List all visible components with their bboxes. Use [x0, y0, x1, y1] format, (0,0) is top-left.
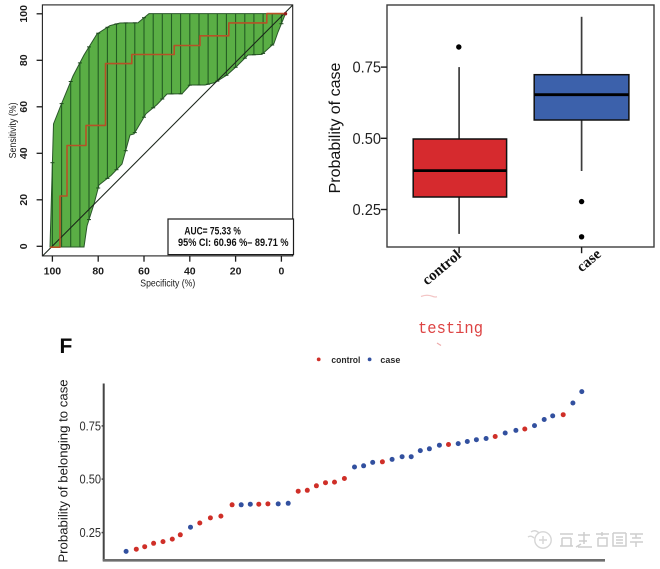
svg-text:0.25: 0.25	[80, 525, 102, 540]
svg-text:95% CI: 60.96 %– 89.71 %: 95% CI: 60.96 %– 89.71 %	[178, 237, 289, 249]
svg-text:20: 20	[230, 265, 242, 277]
svg-text:100: 100	[44, 265, 62, 277]
svg-text:Sensitivity (%): Sensitivity (%)	[8, 102, 19, 158]
svg-text:0: 0	[278, 265, 284, 277]
svg-text:0.25: 0.25	[353, 202, 382, 219]
svg-text:Probability of case: Probability of case	[327, 63, 344, 194]
svg-text:100: 100	[18, 5, 30, 23]
svg-text:0: 0	[18, 243, 30, 249]
svg-text:Probability of belonging to ca: Probability of belonging to case	[56, 379, 71, 562]
svg-text:20: 20	[18, 194, 30, 206]
svg-text:case: case	[380, 355, 400, 366]
svg-text:0.50: 0.50	[80, 472, 102, 487]
svg-text:0.75: 0.75	[353, 60, 382, 77]
svg-text:control: control	[331, 355, 360, 366]
svg-text:40: 40	[184, 265, 196, 277]
svg-text:Specificity (%): Specificity (%)	[140, 279, 195, 290]
svg-text:80: 80	[92, 265, 104, 277]
svg-text:testing: testing	[418, 319, 483, 338]
svg-text:40: 40	[18, 147, 30, 159]
svg-text:60: 60	[18, 101, 30, 113]
svg-text:AUC= 75.33 %: AUC= 75.33 %	[184, 225, 241, 237]
svg-text:0.75: 0.75	[80, 418, 102, 433]
svg-text:60: 60	[138, 265, 150, 277]
svg-text:80: 80	[18, 54, 30, 66]
svg-text:0.50: 0.50	[353, 131, 382, 148]
svg-text:F: F	[60, 335, 73, 358]
